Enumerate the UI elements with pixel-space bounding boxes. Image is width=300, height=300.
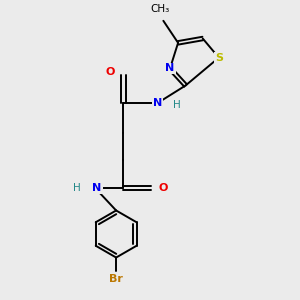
Text: H: H: [73, 183, 80, 194]
Text: Br: Br: [109, 274, 123, 284]
Text: N: N: [165, 64, 175, 74]
Text: O: O: [159, 183, 168, 194]
Text: S: S: [215, 53, 223, 63]
Text: O: O: [106, 67, 115, 77]
Text: H: H: [172, 100, 180, 110]
Text: N: N: [153, 98, 162, 108]
Text: N: N: [92, 183, 102, 194]
Text: CH₃: CH₃: [151, 4, 170, 14]
